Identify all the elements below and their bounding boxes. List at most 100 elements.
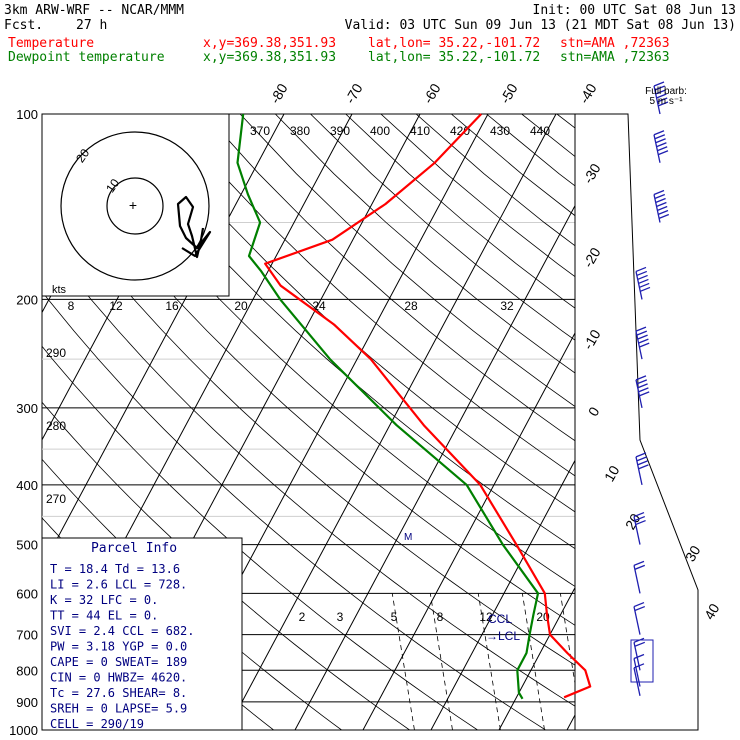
wind-barb-flag (655, 89, 666, 95)
dry-adiabat-line (42, 184, 575, 666)
parcel-info-row: CELL = 290/19 (50, 717, 144, 731)
mixing-ratio-label: 5 (391, 610, 398, 624)
wind-barb-flag (639, 286, 651, 293)
parcel-info-row: LI = 2.6 LCL = 728. (50, 578, 187, 592)
header-fcst-label: Fcst. (4, 18, 44, 33)
header-fcst-hours: 27 h (76, 18, 108, 33)
wind-barb-staff (633, 516, 641, 545)
wind-barb-flag (653, 130, 665, 136)
isotherm-line (430, 459, 575, 730)
parcel-info-row: K = 32 LFC = 0. (50, 593, 158, 607)
wind-barb-flag (654, 85, 666, 91)
hodograph-trace (176, 195, 212, 259)
theta-label: 420 (450, 124, 470, 138)
pressure-tick-label: 1000 (9, 723, 38, 738)
theta-label: 390 (330, 124, 350, 138)
isotherm-label: 10 (601, 463, 623, 485)
dry-adiabat-line (275, 114, 575, 374)
parcel-info-row: SVI = 2.4 CCL = 682. (50, 624, 195, 638)
dry-adiabat-line (98, 114, 575, 550)
wind-barb-flag (656, 146, 668, 152)
dewpoint-profile (236, 113, 540, 700)
wind-barb-staff (635, 330, 643, 360)
wind-barb-flag (634, 605, 646, 612)
wind-barb (633, 601, 646, 635)
mixing-ratio-label: 2 (299, 610, 306, 624)
isotherm-label: -20 (580, 245, 604, 271)
isotherm-line (0, 114, 12, 740)
isotherm-label: 30 (682, 543, 704, 565)
wind-barb (653, 189, 670, 223)
hodograph-speed-label: 20 (234, 299, 248, 313)
parcel-info-row: CIN = 0 HWBZ= 4620. (50, 671, 187, 685)
wind-barb-flag (653, 189, 665, 196)
hodograph-speed-label: 24 (312, 299, 326, 313)
dry-adiabat-line (42, 345, 479, 730)
isotherm-label: -10 (580, 327, 604, 353)
wind-barb-flag (653, 81, 665, 87)
isotherm-line (294, 204, 575, 730)
legend-temperature-stn: stn=AMA ,72363 (560, 36, 670, 51)
wind-barb-flag (655, 197, 666, 204)
parcel-info-row: T = 18.4 Td = 13.6 (50, 562, 180, 576)
pressure-tick-label: 600 (16, 586, 38, 601)
wind-barb-flag (638, 282, 650, 289)
full-barb-speed: 5 m s⁻¹ (649, 96, 683, 107)
dry-adiabat-line (42, 131, 575, 626)
theta-label: 400 (370, 124, 390, 138)
dry-adiabat-line (42, 290, 547, 730)
hodograph-units-label: kts (52, 284, 67, 296)
wind-barb-staff (635, 379, 643, 409)
isotherm-label: -50 (497, 81, 521, 107)
isotherm-line (498, 586, 575, 730)
hodograph-speed-label: 28 (404, 299, 418, 313)
hodograph-speed-label: 16 (165, 299, 179, 313)
legend-temperature: Temperature (8, 36, 95, 51)
wind-barb-flag (634, 564, 646, 570)
wind-barb-flag (634, 515, 646, 522)
header-model: 3km ARW-WRF -- NCAR/MMM (4, 3, 185, 18)
wind-barb-flag (635, 452, 647, 458)
hodograph-speed-label: 8 (68, 299, 75, 313)
hodograph-speed-label: 12 (109, 299, 123, 313)
isotherm-line (362, 332, 575, 730)
theta-label: 370 (250, 124, 270, 138)
theta-left-label: 290 (46, 346, 66, 360)
wind-barb-flag (635, 326, 647, 332)
pressure-tick-label: 800 (16, 663, 38, 678)
wind-barb-flag (635, 519, 646, 526)
wind-barb (635, 266, 651, 300)
wind-barb (635, 375, 650, 409)
dry-adiabat-line (415, 114, 575, 247)
legend-dewpoint: Dewpoint temperature (8, 50, 165, 65)
wind-barb-flag (638, 464, 649, 470)
wind-barb-flag (657, 101, 669, 107)
dry-adiabat-line (204, 114, 575, 442)
legend-dewpoint-latlon: lat,lon= 35.22,-101.72 (368, 50, 541, 65)
wind-barb-flag (635, 375, 647, 381)
wind-barb-flag (636, 379, 648, 385)
wind-barb-flag (636, 330, 648, 336)
mixing-ratio-line (608, 593, 630, 730)
isotherm-label: -70 (342, 81, 366, 107)
lcl-marker: →LCL (486, 629, 520, 643)
wind-barb-flag (637, 274, 648, 281)
hodograph-ring-20 (60, 131, 210, 281)
hodograph-speed-label: 32 (500, 299, 514, 313)
wind-barb-flag (656, 201, 667, 208)
wind-barb-flag (638, 278, 649, 285)
legend-dewpoint-xy: x,y=369.38,351.93 (203, 50, 337, 65)
dry-adiabat-line (556, 114, 575, 129)
pressure-tick-label: 500 (16, 538, 38, 553)
wind-barb-staff (653, 134, 661, 163)
temperature-profile (264, 113, 592, 699)
theta-label: 380 (290, 124, 310, 138)
mixing-ratio-label: 8 (437, 610, 444, 624)
theta-label: 430 (490, 124, 510, 138)
theta-left-label: 280 (46, 419, 66, 433)
wind-barb-staff (633, 642, 641, 671)
wind-barb-flag (656, 142, 667, 148)
isotherm-label: 20 (622, 511, 644, 533)
wind-barb (653, 81, 669, 115)
wind-barb-flag (657, 150, 669, 156)
